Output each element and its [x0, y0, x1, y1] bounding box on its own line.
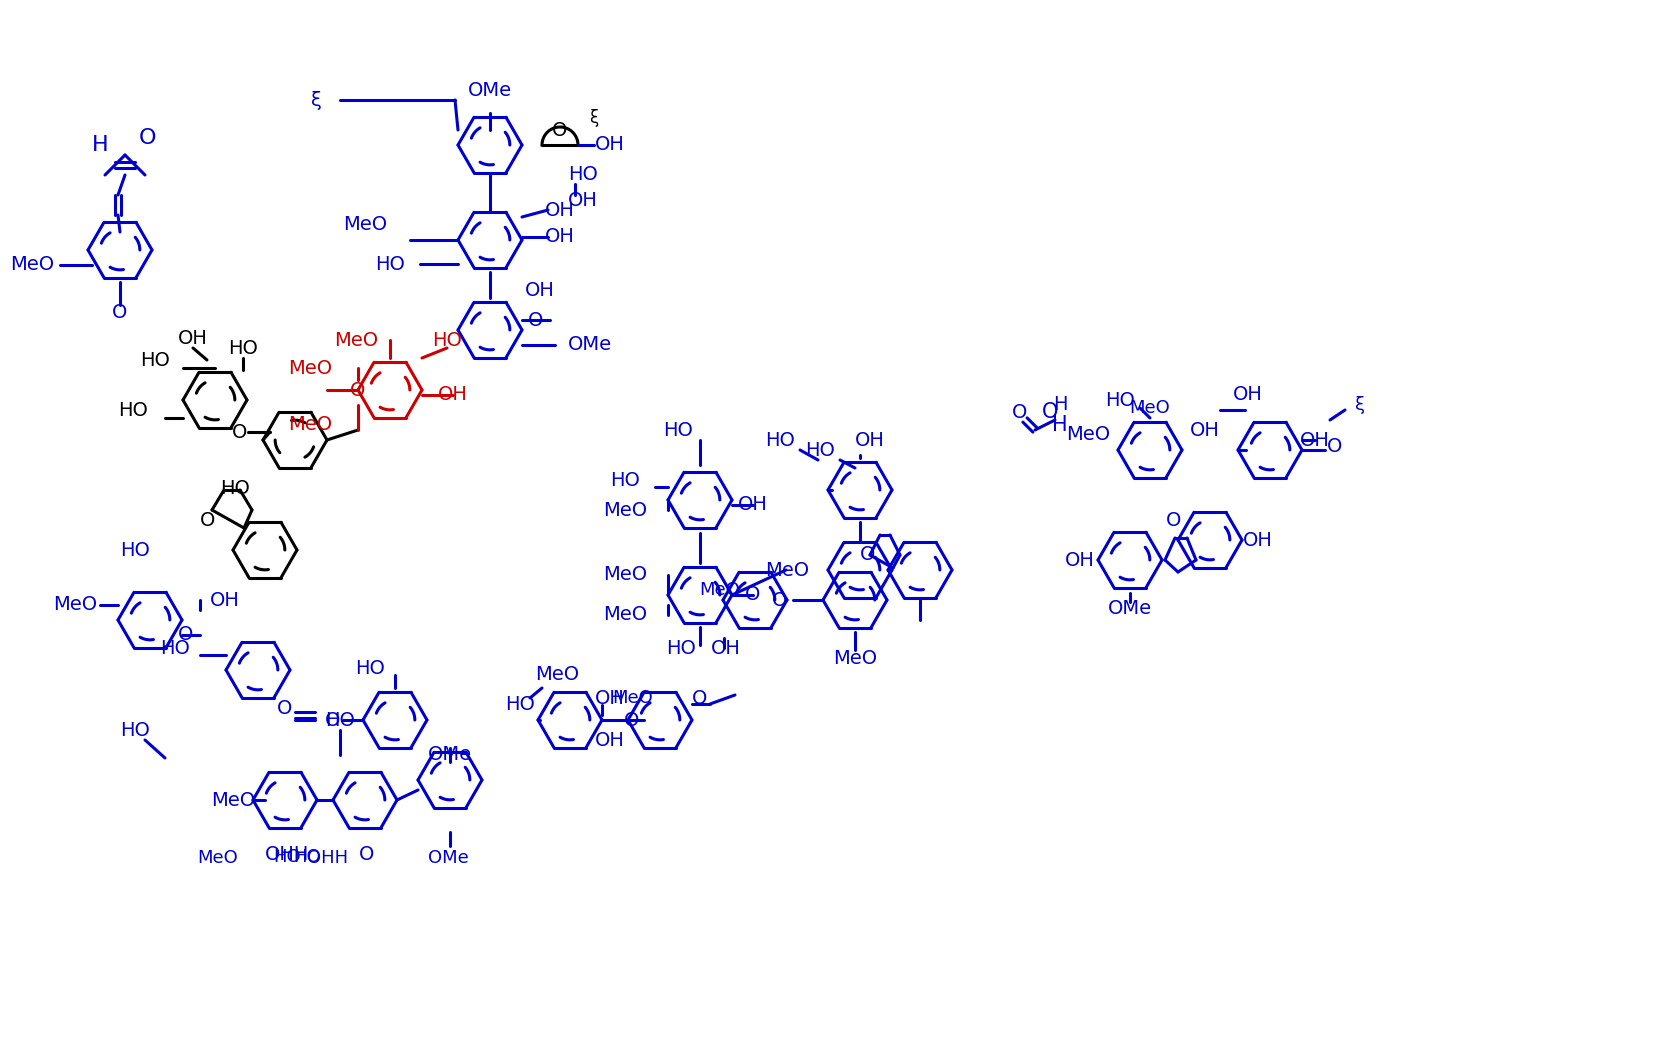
Text: OH: OH: [546, 228, 576, 247]
Text: HO: HO: [567, 165, 599, 184]
Text: ξ: ξ: [589, 109, 599, 127]
Text: HO: HO: [663, 421, 693, 440]
Text: OH: OH: [595, 730, 625, 749]
Text: O: O: [232, 423, 248, 442]
Text: HO: HO: [766, 430, 796, 449]
Text: OH: OH: [1191, 421, 1221, 440]
Text: O: O: [139, 128, 157, 148]
Text: OH: OH: [567, 191, 599, 210]
Text: MeO: MeO: [764, 561, 809, 580]
Text: MeO: MeO: [700, 581, 741, 599]
Text: O: O: [772, 590, 787, 610]
Text: HO: HO: [141, 351, 170, 370]
Text: O: O: [552, 121, 567, 140]
Text: MeO: MeO: [288, 358, 332, 377]
Text: HO: HO: [1105, 390, 1135, 409]
Text: O: O: [200, 511, 215, 530]
Text: HO: HO: [121, 541, 151, 560]
Text: O: O: [351, 381, 366, 400]
Text: OH: OH: [1234, 386, 1264, 405]
Text: MeO: MeO: [834, 649, 877, 668]
Text: HO: HO: [610, 471, 640, 490]
Text: HO: HO: [504, 695, 534, 714]
Text: OH: OH: [711, 638, 741, 657]
Text: H: H: [1052, 395, 1067, 414]
Text: OMe: OMe: [468, 81, 513, 100]
Text: O: O: [1166, 511, 1181, 530]
Text: MeO: MeO: [1130, 399, 1171, 417]
Text: HO: HO: [117, 401, 147, 420]
Text: OH: OH: [595, 136, 625, 155]
Text: OH: OH: [595, 689, 625, 707]
Text: OH: OH: [738, 495, 767, 514]
Text: O: O: [278, 699, 293, 718]
Text: HO: HO: [228, 338, 258, 357]
Text: MeO: MeO: [604, 605, 647, 624]
Text: H: H: [91, 135, 108, 155]
Text: OH: OH: [855, 430, 885, 449]
Text: HO: HO: [293, 848, 321, 866]
Text: O: O: [179, 625, 194, 644]
Text: MeO: MeO: [534, 666, 579, 685]
Text: MeO: MeO: [604, 500, 647, 519]
Text: MeO: MeO: [1065, 425, 1110, 444]
Text: HO: HO: [220, 478, 250, 497]
Text: MeO: MeO: [604, 565, 647, 584]
Text: O: O: [1327, 438, 1343, 457]
Text: MeO: MeO: [212, 791, 255, 810]
Text: O: O: [860, 546, 875, 565]
Text: MeO: MeO: [334, 331, 379, 350]
Text: O: O: [359, 846, 375, 865]
Text: OH: OH: [546, 200, 576, 219]
Text: MeO: MeO: [342, 215, 387, 234]
Text: ξ: ξ: [1355, 396, 1365, 414]
Text: HO: HO: [121, 721, 151, 740]
Text: HO: HO: [432, 331, 461, 350]
Text: O: O: [112, 302, 127, 321]
Text: OH: OH: [1300, 430, 1330, 449]
Text: O: O: [693, 689, 708, 707]
Text: OH: OH: [524, 281, 556, 300]
Text: OH: OH: [1244, 530, 1274, 549]
Text: OMe: OMe: [567, 336, 612, 354]
Text: H: H: [1052, 416, 1068, 435]
Text: MeO: MeO: [10, 255, 55, 275]
Text: MeO: MeO: [612, 689, 653, 707]
Text: HO: HO: [326, 710, 356, 729]
Text: OH: OH: [179, 329, 208, 348]
Text: O: O: [1012, 404, 1027, 423]
Text: OH: OH: [210, 590, 240, 610]
Text: HO: HO: [356, 658, 385, 677]
Text: HO: HO: [160, 638, 190, 657]
Text: MeO: MeO: [197, 849, 238, 867]
Text: OMe: OMe: [1108, 599, 1153, 618]
Text: O: O: [528, 311, 544, 330]
Text: HO: HO: [805, 441, 835, 459]
Text: O: O: [1042, 402, 1059, 422]
Text: OHH: OHH: [265, 846, 309, 865]
Text: O: O: [624, 710, 640, 729]
Text: O: O: [326, 710, 341, 729]
Text: OHH: OHH: [308, 849, 349, 867]
Text: MeO: MeO: [288, 416, 332, 435]
Text: OH: OH: [438, 386, 468, 405]
Text: HO: HO: [375, 254, 405, 273]
Text: MeO: MeO: [53, 596, 98, 615]
Text: O: O: [746, 585, 761, 604]
Text: HO: HO: [667, 638, 696, 657]
Text: ξ: ξ: [311, 90, 321, 109]
Text: HO: HO: [273, 848, 301, 866]
Text: OMe: OMe: [428, 849, 468, 867]
Text: OMe: OMe: [428, 745, 471, 764]
Text: OH: OH: [1065, 550, 1095, 569]
